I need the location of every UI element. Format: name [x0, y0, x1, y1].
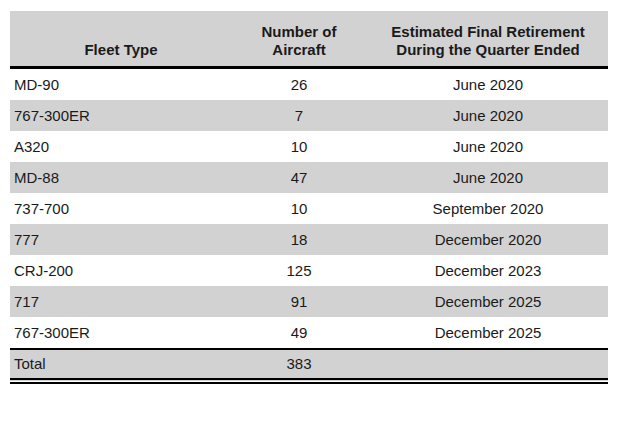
- aircraft-count-cell: 10: [230, 193, 368, 224]
- fleet-type-cell: 717: [10, 286, 230, 317]
- retirement-date-cell: December 2020: [368, 224, 608, 255]
- fleet-retirement-table: Fleet Type Number of Aircraft Estimated …: [10, 11, 608, 384]
- fleet-type-cell: 777: [10, 224, 230, 255]
- retirement-date-cell: December 2025: [368, 317, 608, 349]
- header-number-of-aircraft: Number of Aircraft: [230, 11, 368, 68]
- table-row: MD-88 47 June 2020: [10, 162, 608, 193]
- total-count: 383: [230, 349, 368, 381]
- aircraft-count-cell: 7: [230, 100, 368, 131]
- aircraft-count-cell: 125: [230, 255, 368, 286]
- header-fleet-type: Fleet Type: [10, 11, 230, 68]
- aircraft-count-cell: 91: [230, 286, 368, 317]
- retirement-date-cell: December 2023: [368, 255, 608, 286]
- retirement-date-cell: June 2020: [368, 162, 608, 193]
- aircraft-count-cell: 47: [230, 162, 368, 193]
- total-label: Total: [10, 349, 230, 381]
- table-row: CRJ-200 125 December 2023: [10, 255, 608, 286]
- retirement-date-cell: September 2020: [368, 193, 608, 224]
- header-estimated-final-retirement: Estimated Final Retirement During the Qu…: [368, 11, 608, 68]
- aircraft-count-cell: 18: [230, 224, 368, 255]
- table-row: 767-300ER 7 June 2020: [10, 100, 608, 131]
- fleet-type-cell: A320: [10, 131, 230, 162]
- table-body: MD-90 26 June 2020 767-300ER 7 June 2020…: [10, 68, 608, 350]
- document-page: Fleet Type Number of Aircraft Estimated …: [0, 0, 621, 421]
- fleet-type-cell: 767-300ER: [10, 100, 230, 131]
- table-row: 737-700 10 September 2020: [10, 193, 608, 224]
- retirement-date-cell: December 2025: [368, 286, 608, 317]
- retirement-date-cell: June 2020: [368, 100, 608, 131]
- table-footer: Total 383: [10, 349, 608, 381]
- fleet-type-cell: CRJ-200: [10, 255, 230, 286]
- total-retirement-cell: [368, 349, 608, 381]
- table-row: MD-90 26 June 2020: [10, 68, 608, 101]
- table-row: 767-300ER 49 December 2025: [10, 317, 608, 349]
- fleet-type-cell: 737-700: [10, 193, 230, 224]
- aircraft-count-cell: 26: [230, 68, 368, 101]
- table-header: Fleet Type Number of Aircraft Estimated …: [10, 11, 608, 68]
- fleet-type-cell: MD-88: [10, 162, 230, 193]
- aircraft-count-cell: 49: [230, 317, 368, 349]
- table-row: A320 10 June 2020: [10, 131, 608, 162]
- table-row: 777 18 December 2020: [10, 224, 608, 255]
- retirement-date-cell: June 2020: [368, 131, 608, 162]
- header-row: Fleet Type Number of Aircraft Estimated …: [10, 11, 608, 68]
- fleet-type-cell: 767-300ER: [10, 317, 230, 349]
- total-row: Total 383: [10, 349, 608, 381]
- fleet-type-cell: MD-90: [10, 68, 230, 101]
- table-row: 717 91 December 2025: [10, 286, 608, 317]
- retirement-date-cell: June 2020: [368, 68, 608, 101]
- aircraft-count-cell: 10: [230, 131, 368, 162]
